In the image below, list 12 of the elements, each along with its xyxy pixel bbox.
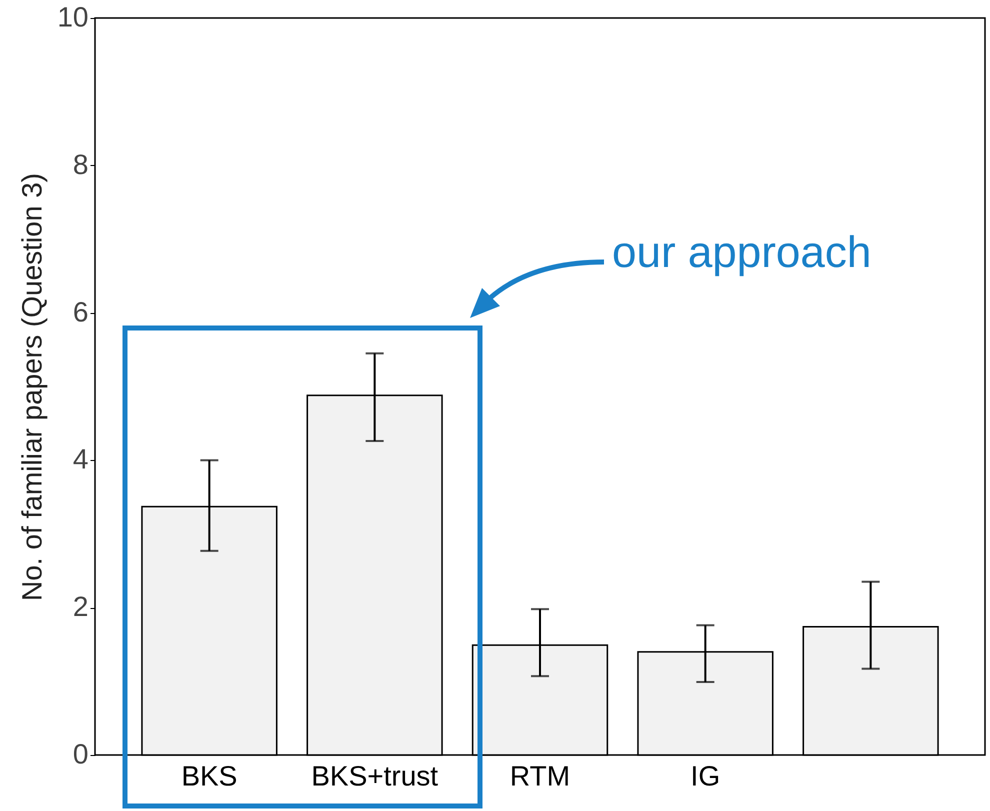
x-tick-label: BKS — [181, 760, 238, 792]
y-tick-label: 4 — [72, 444, 88, 475]
x-tick-label: BKS+trust — [311, 760, 438, 792]
y-tick-label: 6 — [72, 296, 88, 328]
y-tick-label: 10 — [57, 2, 88, 32]
x-tick-label: IG — [690, 760, 720, 792]
y-tick-label: 8 — [72, 148, 88, 180]
y-axis-title: No. of familiar papers (Question 3) — [16, 173, 48, 601]
annotation: our approach — [612, 228, 872, 278]
x-tick-label: RTM — [510, 760, 570, 792]
y-tick-label: 2 — [72, 591, 88, 622]
y-tick-label: 0 — [72, 738, 88, 770]
